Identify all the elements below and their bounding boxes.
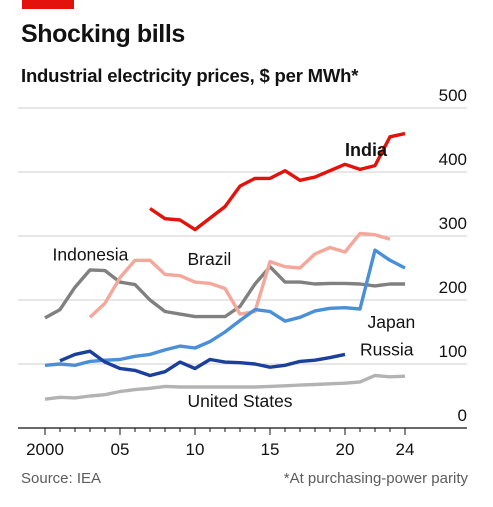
- x-tick-label-10: 10: [186, 440, 205, 459]
- y-tick-label-200: 200: [439, 278, 467, 297]
- series-label-united-states: United States: [188, 391, 293, 411]
- x-axis: 2000 05 10 15 20 24: [18, 427, 467, 459]
- series-label-indonesia: Indonesia: [53, 244, 129, 264]
- series-line-united-states: [44, 373, 406, 401]
- chart-subtitle: Industrial electricity prices, $ per MWh…: [21, 65, 359, 86]
- grid-lines: 0 100 200 300 400 500: [18, 86, 467, 425]
- y-tick-label-500: 500: [439, 86, 467, 105]
- series-label-brazil: Brazil: [188, 249, 232, 269]
- x-tick-label-15: 15: [261, 440, 280, 459]
- chart-title: Shocking bills: [21, 20, 185, 48]
- y-tick-label-300: 300: [439, 214, 467, 233]
- x-tick-label-24: 24: [396, 440, 415, 459]
- series-lines: [44, 131, 406, 401]
- y-tick-label-0: 0: [458, 406, 467, 425]
- y-tick-label-100: 100: [439, 342, 467, 361]
- series-line-indonesia: [44, 265, 405, 320]
- y-tick-label-400: 400: [439, 150, 467, 169]
- series-label-japan: Japan: [368, 312, 416, 332]
- x-tick-label-20: 20: [336, 440, 355, 459]
- series-label-russia: Russia: [360, 340, 414, 360]
- accent-bar: [22, 0, 74, 9]
- series-line-russia: [59, 349, 346, 378]
- series-line-india: [149, 131, 406, 232]
- x-tick-label-2000: 2000: [26, 440, 64, 459]
- footnote: *At purchasing-power parity: [283, 470, 468, 487]
- source-note: Source: IEA: [21, 470, 102, 487]
- x-tick-label-05: 05: [111, 440, 130, 459]
- series-label-india: India: [345, 140, 388, 160]
- series-line-brazil: [88, 231, 391, 319]
- series-labels: India Indonesia Brazil Japan Russia United St…: [53, 140, 416, 411]
